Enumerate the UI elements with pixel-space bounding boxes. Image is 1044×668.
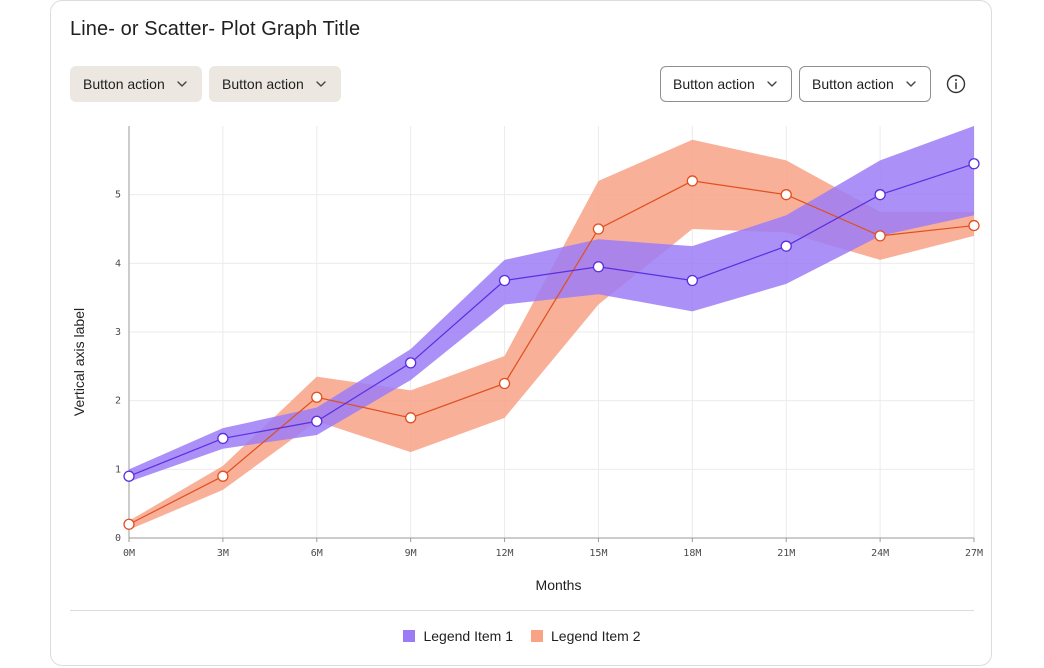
- series-2-point[interactable]: [311, 391, 323, 403]
- series-2-point[interactable]: [686, 175, 698, 187]
- series-2-line: [128, 180, 975, 525]
- series-1-point[interactable]: [592, 261, 605, 273]
- button-label: Button action: [812, 76, 894, 92]
- y-tick-label: 5: [115, 190, 121, 201]
- series-2-band: [129, 139, 974, 530]
- y-tick-label: 4: [115, 258, 121, 269]
- chart-title: Line- or Scatter- Plot Graph Title: [70, 18, 361, 40]
- series-1-point[interactable]: [498, 274, 511, 287]
- series-1-point[interactable]: [780, 240, 792, 252]
- series-1-point[interactable]: [405, 357, 417, 369]
- x-tick-label: 15M: [589, 548, 607, 559]
- legend-swatch-2: [531, 630, 543, 642]
- series-1-point[interactable]: [686, 274, 698, 287]
- filter-button-1[interactable]: Button action: [70, 66, 202, 102]
- legend-label-2: Legend Item 2: [551, 628, 641, 644]
- line-chart: 0 1 2 3 4 5 0M 3M 6M 9M 12M 15M 18M 21M 24M 27M Months Ve…: [71, 126, 983, 593]
- legend-item-1[interactable]: Legend Item 1: [403, 628, 513, 644]
- x-tick-label: 27M: [965, 548, 983, 559]
- series-2-point[interactable]: [780, 189, 792, 201]
- y-axis-title: Vertical axis label: [71, 308, 87, 416]
- legend-label-1: Legend Item 1: [423, 628, 513, 644]
- series-2-point[interactable]: [968, 219, 980, 232]
- x-tick-label: 24M: [871, 548, 889, 559]
- action-button-1[interactable]: Button action: [660, 66, 792, 102]
- chevron-down-icon: [177, 81, 187, 87]
- series-2-point[interactable]: [123, 518, 135, 530]
- legend-swatch-1: [403, 630, 416, 642]
- x-tick-label: 21M: [777, 548, 795, 559]
- series-1-point[interactable]: [123, 470, 135, 482]
- x-tick-label: 6M: [311, 548, 323, 559]
- series-1-point[interactable]: [874, 189, 886, 201]
- series-1-point[interactable]: [968, 158, 980, 170]
- series-1-line: [128, 163, 975, 477]
- info-icon[interactable]: [945, 73, 967, 95]
- series-1-point[interactable]: [217, 432, 229, 445]
- action-button-2[interactable]: Button action: [799, 66, 931, 102]
- chevron-down-icon: [767, 81, 777, 87]
- filter-button-2[interactable]: Button action: [209, 66, 341, 102]
- series-1-point[interactable]: [311, 415, 323, 427]
- series-2-point[interactable]: [874, 230, 886, 242]
- x-tick-label: 12M: [496, 548, 514, 559]
- x-tick-label: 18M: [683, 548, 701, 559]
- chevron-down-icon: [316, 81, 326, 87]
- series-2-point[interactable]: [592, 223, 605, 235]
- series-2-point[interactable]: [498, 377, 511, 390]
- button-label: Button action: [83, 76, 165, 92]
- x-axis-title: Months: [536, 577, 582, 593]
- y-tick-label: 3: [115, 327, 121, 338]
- button-label: Button action: [673, 76, 755, 92]
- legend-item-2[interactable]: Legend Item 2: [531, 628, 641, 644]
- x-tick-label: 3M: [217, 548, 229, 559]
- series-2-point[interactable]: [405, 412, 417, 424]
- x-tick-label: 0M: [123, 548, 135, 559]
- divider: [70, 610, 974, 611]
- series-1-band: [129, 126, 974, 482]
- chevron-down-icon: [906, 81, 916, 87]
- series-2-point[interactable]: [217, 470, 229, 482]
- y-tick-label: 1: [115, 464, 121, 475]
- x-tick-label: 9M: [405, 548, 417, 559]
- y-tick-label: 2: [115, 396, 121, 407]
- chart-legend: Legend Item 1 Legend Item 2: [0, 628, 1044, 644]
- y-tick-label: 0: [115, 533, 121, 544]
- button-label: Button action: [222, 76, 304, 92]
